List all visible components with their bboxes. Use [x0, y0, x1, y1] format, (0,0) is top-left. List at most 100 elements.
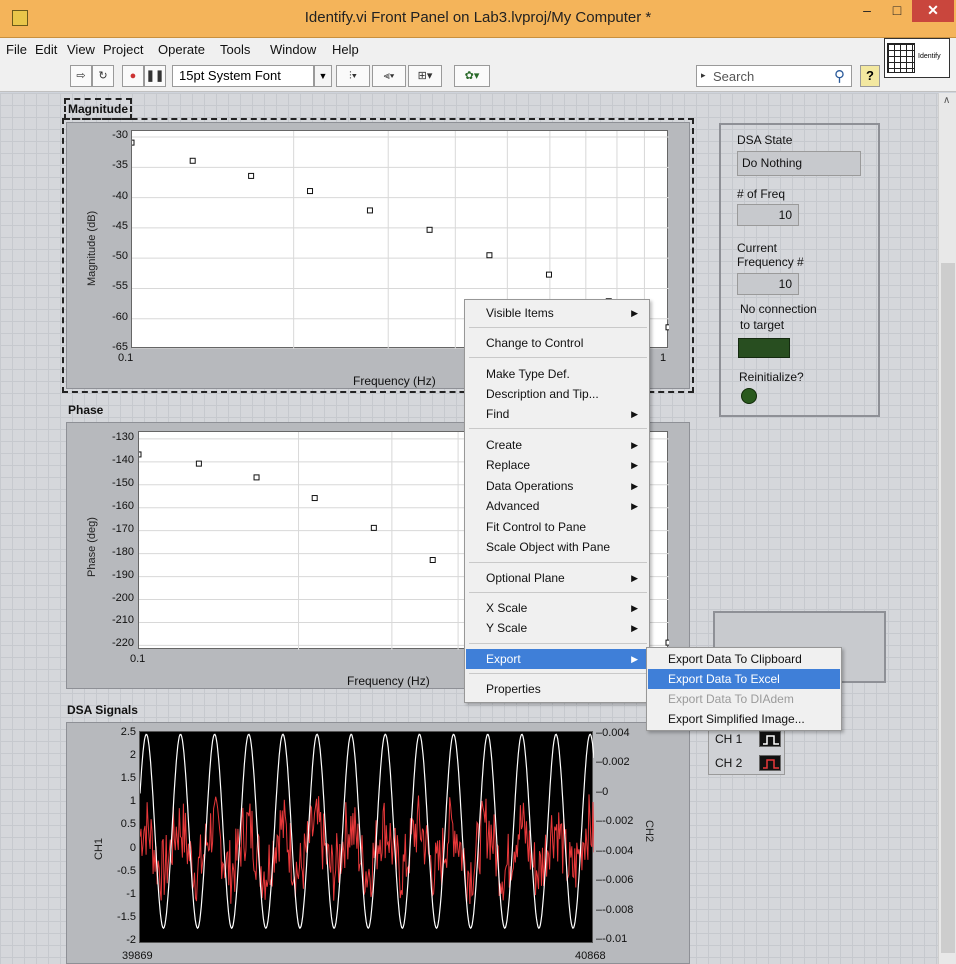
- y-tick-label: -1.5: [117, 910, 136, 923]
- ch2-trace: [139, 794, 595, 905]
- menu-optional-plane[interactable]: Optional Plane ▶: [486, 571, 638, 585]
- data-point: [253, 474, 260, 481]
- align-objects-icon[interactable]: ⫶▾: [336, 65, 370, 87]
- magnitude-x-tick-max: 1: [660, 352, 667, 364]
- close-button[interactable]: ✕: [912, 0, 954, 22]
- scroll-thumb[interactable]: [941, 263, 955, 953]
- distribute-objects-icon[interactable]: ⫷▾: [372, 65, 406, 87]
- data-point: [195, 460, 202, 467]
- y2-tick-label: –0: [596, 785, 609, 798]
- minimize-button[interactable]: –: [863, 2, 871, 18]
- signals-x-tick-max: 40868: [575, 950, 606, 962]
- menu-change-to-control[interactable]: Change to Control: [486, 336, 584, 350]
- export-data-to-diadem: Export Data To DIAdem: [668, 692, 794, 706]
- y-tick-label: -130: [111, 430, 134, 443]
- y-tick-label: -210: [111, 614, 134, 627]
- menu-view[interactable]: View: [67, 42, 95, 57]
- y-tick-label: 2.5: [120, 726, 136, 739]
- y2-tick-label: –-0.002: [596, 815, 634, 828]
- reinitialize-button[interactable]: [741, 388, 757, 404]
- no-connection-led: [738, 338, 790, 358]
- data-point: [366, 207, 373, 214]
- dsa-state-indicator: Do Nothing: [737, 151, 861, 176]
- search-expand-icon[interactable]: ▸: [701, 70, 706, 80]
- menu-find[interactable]: Find ▶: [486, 407, 638, 421]
- resize-objects-icon[interactable]: ⊞▾: [408, 65, 442, 87]
- vertical-scrollbar[interactable]: ∧: [938, 93, 956, 964]
- search-icon[interactable]: ⚲: [834, 68, 845, 85]
- menu-export[interactable]: Export ▶: [466, 649, 648, 669]
- legend-ch1-label: CH 1: [715, 732, 743, 746]
- abort-icon[interactable]: ●: [122, 65, 144, 87]
- num-freq-label: # of Freq: [737, 187, 786, 201]
- menu-help[interactable]: Help: [332, 42, 359, 57]
- menu-file[interactable]: File: [6, 42, 27, 57]
- data-point: [426, 226, 433, 233]
- scroll-up-icon[interactable]: ∧: [943, 95, 951, 106]
- vi-icon-label: Identify: [918, 53, 941, 60]
- menu-x-scale[interactable]: X Scale ▶: [486, 601, 638, 615]
- y-tick-label: 0: [129, 841, 136, 854]
- data-point: [189, 157, 196, 164]
- menu-edit[interactable]: Edit: [35, 42, 58, 57]
- data-point: [307, 188, 314, 195]
- y-tick-label: -200: [111, 591, 134, 604]
- data-point: [545, 271, 552, 278]
- menu-visible-items[interactable]: Visible Items ▶: [486, 306, 638, 320]
- menu-tools[interactable]: Tools: [220, 42, 251, 57]
- y-tick-label: -35: [112, 159, 128, 172]
- title-bar: Identify.vi Front Panel on Lab3.lvproj/M…: [0, 0, 956, 38]
- menu-fit-control-to-pane[interactable]: Fit Control to Pane: [486, 520, 587, 534]
- export-data-to-excel[interactable]: Export Data To Excel: [648, 669, 840, 689]
- data-point: [370, 524, 377, 531]
- menu-y-scale[interactable]: Y Scale ▶: [486, 621, 638, 635]
- connector-pane-icon: [887, 43, 915, 73]
- data-point: [665, 324, 669, 331]
- legend-ch1-swatch[interactable]: [759, 731, 781, 747]
- plot-legend: CH 1 CH 2: [708, 725, 785, 775]
- menu-data-operations[interactable]: Data Operations ▶: [486, 479, 638, 493]
- y-tick-label: -140: [111, 453, 134, 466]
- magnitude-graph-label: Magnitude: [64, 98, 132, 120]
- menu-create[interactable]: Create ▶: [486, 438, 638, 452]
- menu-operate[interactable]: Operate: [158, 42, 205, 57]
- run-arrow-icon[interactable]: ⇨: [70, 65, 92, 87]
- search-box[interactable]: ▸ Search ⚲: [696, 65, 852, 87]
- y-tick-label: -2: [126, 933, 136, 946]
- menu-replace[interactable]: Replace ▶: [486, 458, 638, 472]
- menu-scale-object-with-pane[interactable]: Scale Object with Pane: [486, 540, 611, 554]
- magnitude-x-label: Frequency (Hz): [353, 374, 436, 388]
- run-continuously-icon[interactable]: ↻: [92, 65, 114, 87]
- export-data-to-clipboard[interactable]: Export Data To Clipboard: [668, 652, 802, 666]
- y-tick-label: -180: [111, 545, 134, 558]
- reinitialize-label: Reinitialize?: [739, 370, 804, 384]
- legend-ch2-swatch[interactable]: [759, 755, 781, 771]
- data-point: [139, 451, 142, 458]
- context-help-button[interactable]: ?: [860, 65, 880, 87]
- pause-icon[interactable]: ❚❚: [144, 65, 166, 87]
- y2-tick-label: –0.002: [596, 756, 630, 769]
- y-tick-label: -1: [126, 887, 136, 900]
- dsa-signals-plot-area[interactable]: [139, 731, 595, 943]
- maximize-button[interactable]: □: [892, 2, 902, 18]
- menu-advanced[interactable]: Advanced ▶: [486, 499, 638, 513]
- font-select[interactable]: 15pt System Font: [172, 65, 314, 87]
- reorder-icon[interactable]: ✿▾: [454, 65, 490, 87]
- phase-x-label: Frequency (Hz): [347, 674, 430, 688]
- labview-app-icon: [12, 10, 28, 26]
- font-dropdown-icon[interactable]: ▼: [314, 65, 332, 87]
- y-tick-label: -40: [112, 189, 128, 202]
- no-connection-label-line2: to target: [740, 318, 785, 332]
- ch1-trace: [139, 733, 595, 930]
- phase-x-tick-min: 0.1: [130, 653, 146, 665]
- export-simplified-image[interactable]: Export Simplified Image...: [668, 712, 805, 726]
- y-tick-label: -60: [112, 310, 128, 323]
- menu-make-type-def[interactable]: Make Type Def.: [486, 367, 570, 381]
- data-point: [665, 639, 669, 646]
- search-placeholder: Search: [713, 69, 755, 84]
- y-tick-label: 2: [129, 749, 136, 762]
- menu-description-and-tip[interactable]: Description and Tip...: [486, 387, 599, 401]
- menu-project[interactable]: Project: [103, 42, 144, 57]
- menu-window[interactable]: Window: [270, 42, 317, 57]
- menu-properties[interactable]: Properties: [486, 682, 541, 696]
